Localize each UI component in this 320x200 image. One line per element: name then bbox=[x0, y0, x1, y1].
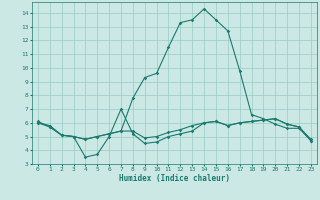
X-axis label: Humidex (Indice chaleur): Humidex (Indice chaleur) bbox=[119, 174, 230, 183]
